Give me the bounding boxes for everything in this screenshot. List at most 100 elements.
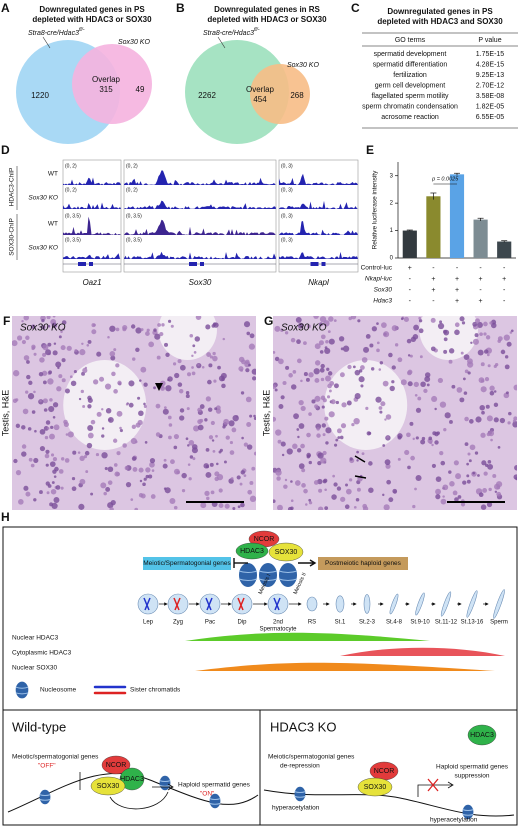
cell-nucleus	[140, 328, 144, 332]
cell-nucleus	[251, 466, 256, 471]
cell-nucleus	[22, 408, 29, 415]
cell-nucleus	[353, 417, 360, 425]
cell-nucleus	[467, 358, 473, 365]
p-value: 2.70E-12	[476, 82, 505, 89]
hdac3	[235, 542, 269, 560]
cell-nucleus	[25, 491, 31, 497]
cell-nucleus	[115, 472, 120, 477]
expression-label: Nuclear SOX30	[12, 665, 58, 672]
cell-nucleus	[347, 364, 352, 370]
cell-nucleus	[274, 388, 278, 392]
panel-label: A	[1, 1, 10, 15]
spermatid	[363, 594, 371, 614]
cell-nucleus	[448, 470, 452, 474]
cell-nucleus	[167, 415, 172, 420]
cell-nucleus	[21, 319, 24, 323]
cell-nucleus	[245, 368, 250, 373]
count: 1220	[31, 91, 49, 100]
cell-nucleus	[296, 428, 300, 431]
cell-nucleus	[51, 481, 55, 484]
cell-nucleus	[404, 449, 410, 456]
cell-nucleus	[492, 473, 497, 478]
nucleosome-wrap	[294, 791, 306, 798]
cell-nucleus	[439, 320, 443, 324]
cell-nucleus	[459, 397, 465, 403]
cell-nucleus	[191, 354, 194, 358]
cell-nucleus	[107, 335, 110, 339]
superscript: fl/-	[79, 27, 85, 33]
cell-nucleus	[497, 446, 501, 449]
cell-nucleus	[400, 317, 404, 321]
cell-nucleus	[275, 429, 282, 436]
cell-nucleus	[470, 341, 473, 344]
cell-nucleus	[206, 496, 210, 501]
cell-nucleus	[293, 413, 299, 420]
cell-nucleus	[223, 460, 227, 464]
cell-nucleus	[245, 396, 252, 403]
cell-nucleus	[64, 458, 70, 463]
cell-nucleus	[335, 438, 339, 442]
cell-nucleus	[397, 457, 401, 461]
cell-nucleus	[163, 458, 167, 462]
cell-nucleus	[277, 504, 283, 510]
cell-nucleus	[344, 504, 350, 510]
protein-label: NCOR	[106, 762, 127, 769]
cell-nucleus	[301, 468, 306, 473]
box-repressed	[143, 557, 231, 570]
go-term: spermatid differentiation	[373, 61, 448, 68]
cell-nucleus	[212, 351, 216, 356]
cell-nucleus	[31, 324, 36, 329]
cell-nucleus	[61, 320, 67, 325]
cell-nucleus	[248, 363, 251, 367]
cell-nucleus	[23, 485, 29, 491]
nucleosome	[279, 563, 297, 587]
cell-nucleus	[440, 498, 447, 505]
condition-sign: +	[455, 298, 459, 305]
p-value: 3.58E-08	[476, 93, 505, 100]
cell-nucleus	[163, 406, 167, 409]
cell-nucleus	[237, 505, 241, 509]
panel-title: Downregulated genes in PS	[39, 5, 145, 14]
cell-nucleus	[247, 489, 253, 495]
cell-nucleus	[317, 452, 324, 459]
set-label: Stra8-cre/Hdac3fl/-	[28, 27, 85, 37]
signal-track	[63, 202, 121, 209]
spermatid	[415, 592, 425, 616]
stage-label: Zyg	[173, 620, 183, 626]
cell-nucleus	[56, 386, 62, 392]
range-label: (0, 3)	[281, 163, 293, 169]
cell-nucleus	[483, 321, 488, 327]
cell-nucleus	[104, 466, 108, 471]
cell-nucleus	[15, 470, 22, 476]
cell-nucleus	[53, 475, 57, 478]
cell-nucleus	[111, 371, 116, 377]
condition-sign: -	[456, 265, 459, 272]
cell-nucleus	[30, 463, 35, 468]
cell-nucleus	[113, 348, 117, 352]
track-box	[123, 159, 277, 273]
micrograph	[273, 316, 517, 510]
count: 49	[136, 85, 145, 94]
condition-sign: -	[409, 298, 412, 305]
cell-nucleus	[363, 346, 370, 353]
cell-nucleus	[52, 350, 58, 356]
cell-nucleus	[410, 455, 415, 461]
cell-nucleus	[415, 407, 422, 413]
cell-nucleus	[58, 374, 63, 379]
go-term: spermatid development	[374, 51, 447, 58]
cell-nucleus	[159, 332, 164, 337]
cell-nucleus	[306, 324, 311, 329]
cell-nucleus	[168, 435, 172, 440]
spermatid	[335, 595, 345, 613]
cell-nucleus	[487, 364, 491, 368]
cell-nucleus	[274, 356, 280, 362]
acetylation-label: hyperacetylation	[272, 805, 320, 812]
cell-nucleus	[139, 479, 143, 483]
cell-nucleus	[342, 345, 350, 352]
panel-label: D	[1, 143, 10, 157]
cell-nucleus	[204, 490, 210, 497]
cell-nucleus	[71, 477, 76, 481]
cell-nucleus	[49, 433, 55, 440]
cell-nucleus	[172, 362, 177, 366]
cell-nucleus	[336, 428, 342, 434]
